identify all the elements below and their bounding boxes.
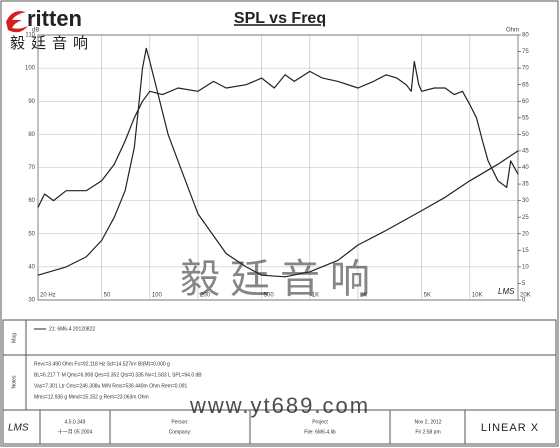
x-tick-label: 1K (312, 293, 319, 299)
y2-tick-label: 10 (522, 264, 529, 270)
footer-app: LMS (8, 423, 29, 434)
y-tick-label: 30 (28, 298, 35, 304)
note: Vas=7.301 Ltr Cms=246.308u M/N Rms=536.4… (34, 383, 188, 389)
plot-brand: LMS (498, 287, 515, 296)
x-tick-label: 50 (104, 293, 111, 299)
footer-project: Project (312, 419, 328, 425)
logo: ritten (27, 6, 82, 31)
chart-title: SPL vs Freq (234, 10, 326, 27)
logo-sub: 毅廷音响 (10, 35, 94, 52)
note: Mms=12.935 g Mmd=15.152 g Rem=23.063m Oh… (34, 394, 149, 400)
y2-tick-label: 80 (522, 33, 529, 39)
x-tick-label: 100 (152, 293, 163, 299)
logo-mark (6, 11, 28, 33)
y-tick-label: 80 (28, 132, 35, 138)
y2-tick-label: 25 (522, 215, 529, 221)
y2-tick-label: 70 (522, 66, 529, 72)
legend-entry: 21: 6M6-4 20120822 (49, 326, 95, 332)
y2-tick-label: 75 (522, 49, 529, 55)
y2-tick-label: 40 (522, 165, 529, 171)
footer-build: 十一月 05 2004 (58, 428, 93, 435)
y2-tick-label: 45 (522, 149, 529, 155)
footer-time: Fri 2:58 pm (415, 429, 440, 435)
notes-label: Notes (11, 375, 17, 389)
y2-tick-label: 5 (522, 281, 526, 287)
x-tick-label: 20 Hz (40, 293, 56, 299)
y2-unit: Ohm (506, 28, 519, 34)
y2-tick-label: 35 (522, 182, 529, 188)
footer-file: File: 6M6-4.lib (304, 429, 336, 435)
footer-brand: LINEAR X (481, 422, 539, 434)
watermark-url: www.yt689.com (189, 393, 370, 418)
table-frame (2, 319, 557, 445)
x-tick-label: 2K (360, 293, 367, 299)
y2-tick-label: 50 (522, 132, 529, 138)
footer-version: 4.5.0.349 (65, 419, 86, 425)
x-tick-label: 5K (424, 293, 431, 299)
x-tick-label: 500 (264, 293, 275, 299)
y2-tick-label: 30 (522, 198, 529, 204)
y-tick-label: 70 (28, 165, 35, 171)
footer-date: Nov 2, 2012 (415, 419, 442, 425)
y-unit: dB (32, 28, 39, 34)
x-tick-label: 10K (472, 293, 483, 299)
y-tick-label: 50 (28, 231, 35, 237)
y2-tick-label: 65 (522, 82, 529, 88)
series-line (37, 47, 519, 278)
y2-tick-label: 15 (522, 248, 529, 254)
y2-tick-label: 55 (522, 115, 529, 121)
y2-tick-label: 20 (522, 231, 529, 237)
note: Revc=3.490 Ohm Fs=92.118 Hz Sd=14.527in²… (34, 361, 170, 367)
x-tick-label: 20K (520, 293, 531, 299)
note: BL=6.217 T·M Qms=6.908 Qes=0.352 Qts=0.3… (34, 372, 202, 378)
y-tick-label: 100 (25, 66, 36, 72)
y-tick-label: 90 (28, 99, 35, 105)
footer-person: Person: (171, 419, 188, 425)
y-tick-label: 40 (28, 264, 35, 270)
y-tick-label: 60 (28, 198, 35, 204)
mag-label: Mag (11, 333, 17, 343)
footer-company: Company: (169, 429, 192, 435)
y2-tick-label: 60 (522, 99, 529, 105)
x-tick-label: 200 (200, 293, 211, 299)
series-line (37, 60, 519, 208)
y-tick-label: 110 (25, 33, 35, 39)
watermark-cn: 毅廷音响 (180, 258, 380, 302)
y2-tick-label: 0 (522, 298, 526, 304)
